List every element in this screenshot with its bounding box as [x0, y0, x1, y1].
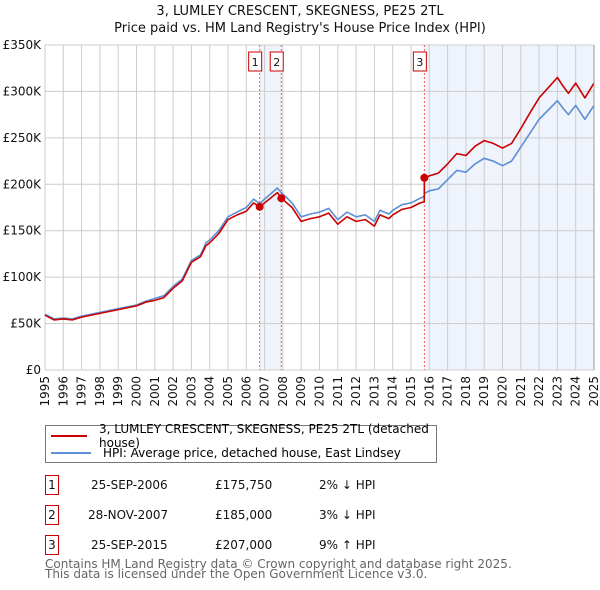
- x-tick-label: 2005: [221, 376, 235, 407]
- y-tick-label: £350K: [3, 38, 43, 52]
- footer: Contains HM Land Registry data © Crown c…: [45, 557, 512, 581]
- x-tick-label: 2018: [459, 376, 473, 407]
- sale-point: [420, 173, 429, 182]
- x-tick-label: 2019: [477, 376, 491, 407]
- x-tick-label: 2025: [587, 376, 600, 407]
- sale-date: 28-NOV-2007: [88, 508, 169, 522]
- x-tick-label: 2003: [184, 376, 198, 407]
- legend-item-hpi: HPI: Average price, detached house, East…: [46, 445, 401, 461]
- hpi-line: [44, 99, 595, 320]
- legend: 3, LUMLEY CRESCENT, SKEGNESS, PE25 2TL (…: [45, 422, 437, 463]
- y-tick-label: £50K: [10, 317, 42, 331]
- legend-label: HPI: Average price, detached house, East…: [103, 446, 401, 460]
- footer-license: This data is licensed under the Open Gov…: [45, 567, 428, 581]
- sale-hpi-diff: 3% ↓ HPI: [319, 508, 376, 522]
- x-tick-label: 2006: [239, 376, 253, 407]
- sale-point: [255, 202, 264, 211]
- x-tick-label: 2022: [532, 376, 546, 407]
- sale-date: 25-SEP-2006: [91, 478, 168, 492]
- x-tick-label: 2016: [422, 376, 436, 407]
- sale-date: 25-SEP-2015: [91, 538, 168, 552]
- sale-hpi-diff: 2% ↓ HPI: [319, 478, 376, 492]
- x-tick-label: 2013: [367, 376, 381, 407]
- x-tick-label: 2023: [550, 376, 564, 407]
- sale-badge-label: 3: [416, 56, 423, 69]
- x-tick-label: 1999: [111, 376, 125, 407]
- x-tick-label: 1995: [38, 376, 52, 407]
- sale-badge: [248, 51, 263, 72]
- x-tick-label: 2007: [258, 376, 272, 407]
- sale-row: 3 25-SEP-2015 £207,000 9% ↑ HPI: [45, 535, 465, 557]
- y-tick-label: £250K: [3, 131, 43, 145]
- x-tick-label: 2010: [313, 376, 327, 407]
- x-tick-label: 1997: [75, 376, 89, 407]
- x-tick-label: 2008: [276, 376, 290, 407]
- x-tick-label: 1996: [56, 376, 70, 407]
- x-tick-label: 2011: [331, 376, 345, 407]
- x-tick-label: 2004: [203, 376, 217, 407]
- x-tick-label: 2015: [404, 376, 418, 407]
- y-tick-label: £0: [26, 363, 41, 377]
- x-tick-label: 2000: [130, 376, 144, 407]
- chart-title: 3, LUMLEY CRESCENT, SKEGNESS, PE25 2TL: [156, 4, 444, 19]
- sale-price: £207,000: [215, 538, 273, 552]
- sale-row: 1 25-SEP-2006 £175,750 2% ↓ HPI: [45, 475, 465, 497]
- legend-label: 3, LUMLEY CRESCENT, SKEGNESS, PE25 2TL (…: [99, 422, 429, 450]
- sale-badge-label: 1: [252, 56, 259, 69]
- sale-number-badge: 2: [45, 505, 59, 525]
- y-tick-label: £150K: [3, 224, 43, 238]
- sale-number-badge: 3: [45, 535, 59, 555]
- shaded-period: [424, 45, 594, 370]
- sale-hpi-diff: 9% ↑ HPI: [319, 538, 376, 552]
- x-tick-label: 1998: [93, 376, 107, 407]
- y-tick-label: £100K: [3, 270, 43, 284]
- x-tick-label: 2012: [349, 376, 363, 407]
- x-tick-label: 2017: [441, 376, 455, 407]
- x-tick-label: 2020: [496, 376, 510, 407]
- sale-number-badge: 1: [45, 475, 59, 495]
- legend-item-price-paid: 3, LUMLEY CRESCENT, SKEGNESS, PE25 2TL (…: [46, 422, 436, 450]
- sale-point: [277, 194, 286, 203]
- price-paid-line: [44, 76, 595, 321]
- y-tick-label: £200K: [3, 177, 43, 191]
- y-tick-label: £300K: [3, 84, 43, 98]
- chart-subtitle: Price paid vs. HM Land Registry's House …: [114, 21, 486, 36]
- blue-line-swatch: [51, 452, 91, 454]
- sale-badge: [412, 51, 427, 72]
- x-tick-label: 2001: [148, 376, 162, 407]
- sale-badge-label: 2: [273, 56, 280, 69]
- footer-copyright: Contains HM Land Registry data © Crown c…: [45, 557, 512, 571]
- x-tick-label: 2002: [166, 376, 180, 407]
- price-chart: 3, LUMLEY CRESCENT, SKEGNESS, PE25 2TL P…: [3, 4, 600, 407]
- x-tick-label: 2021: [514, 376, 528, 407]
- sale-price: £185,000: [215, 508, 273, 522]
- x-tick-label: 2024: [569, 376, 583, 407]
- red-line-swatch: [51, 435, 87, 437]
- sale-badge: [269, 51, 284, 72]
- sale-row: 2 28-NOV-2007 £185,000 3% ↓ HPI: [45, 505, 465, 527]
- x-tick-label: 2009: [294, 376, 308, 407]
- x-tick-label: 2014: [386, 376, 400, 407]
- sale-price: £175,750: [215, 478, 273, 492]
